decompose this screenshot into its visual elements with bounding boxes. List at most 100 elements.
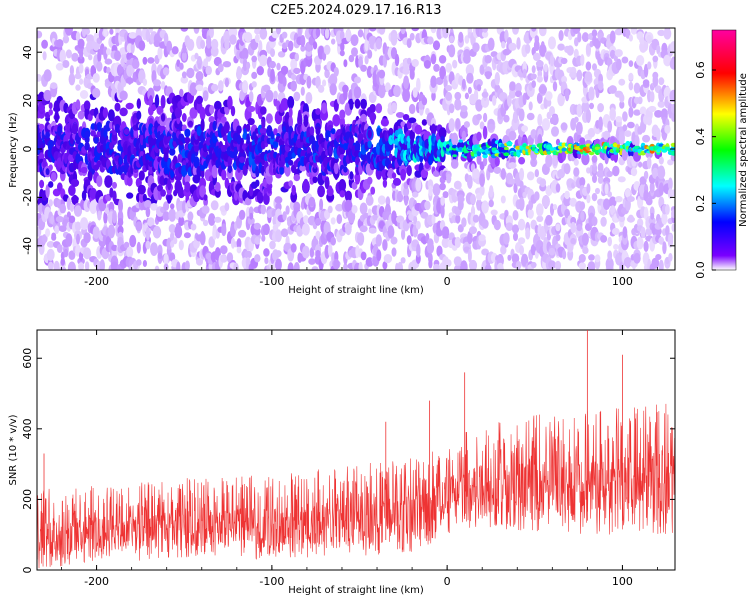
spectrogram-cell: [204, 43, 213, 57]
spectrogram-cell: [199, 185, 207, 198]
spectrogram-cell: [160, 95, 166, 109]
spectrogram-cell: [69, 202, 75, 212]
spectrogram-cell: [163, 253, 169, 266]
spectrogram-cell: [647, 61, 652, 70]
spectrogram-cell: [546, 99, 552, 107]
spectrogram-cell: [112, 210, 117, 224]
spectrogram-cell: [492, 95, 497, 106]
spectrogram-cell: [285, 205, 290, 215]
spectrogram-cell: [491, 147, 497, 151]
spectrogram-cell: [515, 82, 522, 94]
spectrogram-cell: [557, 93, 565, 107]
spectrogram-cell: [297, 28, 302, 40]
y-tick-label: 600: [21, 348, 34, 369]
spectrogram-cell: [48, 199, 53, 207]
spectrogram-cell: [224, 77, 229, 88]
spectrogram-cell: [255, 179, 260, 187]
spectrogram-cell: [369, 112, 377, 122]
spectrogram-cell: [412, 191, 419, 198]
spectrogram-cell: [404, 195, 409, 206]
spectrogram-cell: [400, 168, 406, 181]
spectrogram-cell: [618, 78, 626, 86]
spectrogram-cell: [555, 234, 561, 242]
spectrogram-cell: [181, 113, 187, 122]
spectrogram-cell: [77, 55, 85, 64]
spectrogram-cell: [401, 228, 406, 240]
spectrogram-cell: [293, 174, 301, 182]
colorbar-tick-label: 0.6: [694, 61, 707, 79]
spectrogram-cell: [521, 125, 528, 132]
spectrogram-cell: [306, 75, 312, 89]
spectrogram-cell: [107, 109, 115, 122]
spectrogram-cell: [482, 125, 488, 140]
spectrogram-cell: [635, 55, 645, 66]
spectrogram-cell: [187, 120, 194, 128]
spectrogram-cell: [478, 234, 486, 242]
spectrogram-cell: [226, 252, 234, 263]
spectrogram-cell: [71, 195, 79, 203]
spectrogram-cell: [385, 82, 391, 93]
snr-panel: -200 -100 0 100 0 200 400 600 Height of straig…: [8, 329, 676, 596]
spectrogram-cell: [168, 208, 177, 222]
spectrogram-cell: [326, 187, 334, 197]
spectrogram-cell: [42, 51, 47, 61]
spectrogram-cell: [251, 71, 258, 79]
spectrogram-cell: [194, 52, 199, 60]
spectrogram-cell: [426, 242, 435, 254]
spectrogram-cell: [561, 147, 567, 152]
spectrogram-cell: [442, 191, 449, 199]
spectrogram-cell: [442, 28, 449, 39]
spectrogram-cell: [174, 107, 182, 119]
colorbar-gradient: [711, 29, 737, 271]
spectrogram-cell: [531, 28, 537, 32]
x-tick-label: -100: [259, 275, 284, 288]
spectrogram-cells: [37, 28, 675, 270]
spectrogram-cell: [511, 224, 520, 234]
spectrogram-cell: [193, 28, 200, 34]
spectrogram-cell: [654, 110, 663, 118]
spectrogram-cell: [587, 127, 596, 138]
spectrogram-cell: [263, 248, 270, 257]
spectrogram-cell: [74, 221, 82, 232]
spectrogram-cell: [643, 264, 649, 270]
spectrogram-cell: [339, 109, 346, 120]
spectrogram-cell: [619, 101, 625, 109]
spectrogram-cell: [55, 216, 64, 223]
spectrogram-cell: [470, 193, 476, 205]
spectrogram-cell: [87, 113, 93, 122]
spectrogram-cell: [438, 55, 447, 64]
spectrogram-cell: [224, 202, 230, 212]
spectrogram-cell: [408, 117, 417, 124]
spectrogram-cell: [259, 28, 268, 40]
spectrogram-cell: [180, 28, 189, 32]
spectrogram-cell: [192, 174, 201, 184]
x-tick-label: 0: [444, 575, 451, 588]
spectrogram-cell: [479, 121, 485, 130]
spectrogram-cell: [649, 91, 655, 103]
snr-series-line: [37, 403, 675, 569]
spectrogram-cell: [545, 91, 553, 101]
spectrogram-cell: [166, 195, 172, 204]
spectrogram-cell: [303, 114, 309, 128]
spectrogram-cell: [223, 30, 231, 43]
spectrogram-cell: [83, 247, 92, 260]
spectrogram-cell: [580, 54, 585, 66]
spectrogram-cell: [137, 184, 146, 195]
spectrogram-cell: [633, 82, 641, 94]
spectrogram-cell: [618, 215, 626, 223]
snr-frame: [36, 329, 676, 571]
spectrogram-cell: [572, 28, 581, 34]
spectrogram-cell: [39, 179, 45, 189]
spectrogram-cell: [247, 118, 255, 126]
spectrogram-cell: [333, 258, 340, 270]
spectrogram-cell: [358, 261, 363, 270]
spectrogram-cell: [645, 197, 653, 206]
spectrogram-cell: [262, 223, 270, 235]
spectrogram-cell: [651, 257, 660, 269]
spectrogram-cell: [588, 151, 595, 156]
spectrogram-cell: [199, 231, 206, 246]
spectrogram-cell: [367, 140, 372, 149]
figure-title: C2E5.2024.029.17.16.R13: [270, 3, 441, 18]
spectrogram-cell: [350, 34, 359, 46]
spectrogram-cell: [594, 254, 601, 263]
